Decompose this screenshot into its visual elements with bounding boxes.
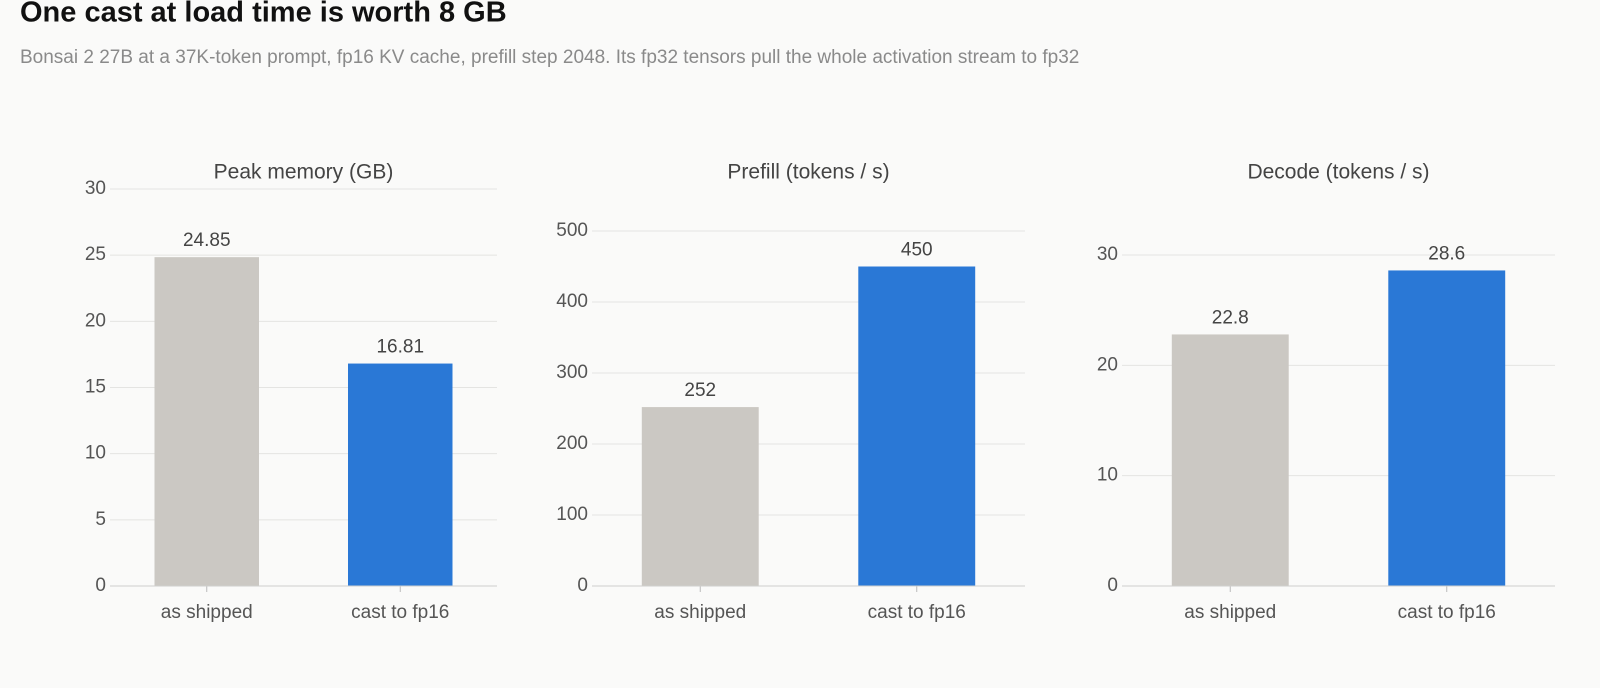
y-tick-label: 15 — [85, 377, 106, 398]
x-tick-label: as shipped — [1184, 602, 1276, 623]
bar — [1171, 334, 1289, 586]
y-tick-label: 20 — [85, 310, 106, 331]
y-tick-label: 0 — [1107, 575, 1118, 596]
y-tick-label: 5 — [95, 509, 106, 530]
bar — [348, 363, 453, 586]
y-tick-label: 400 — [556, 291, 588, 312]
value-label: 24.85 — [183, 230, 231, 251]
chart-title: Prefill (tokens / s) — [727, 161, 889, 184]
y-tick-label: 10 — [85, 443, 106, 464]
value-label: 22.8 — [1212, 307, 1249, 328]
value-label: 252 — [684, 380, 716, 401]
y-tick-label: 500 — [556, 220, 588, 241]
bar — [858, 266, 976, 586]
bar — [1388, 270, 1506, 586]
x-tick-label: cast to fp16 — [1398, 602, 1496, 623]
bar — [641, 407, 759, 586]
chart-title: Decode (tokens / s) — [1247, 161, 1429, 184]
x-tick-label: as shipped — [161, 602, 253, 623]
y-tick-label: 30 — [1097, 244, 1118, 265]
y-tick-label: 200 — [556, 433, 588, 454]
value-label: 450 — [901, 240, 933, 261]
y-tick-label: 0 — [577, 575, 588, 596]
x-tick-label: cast to fp16 — [351, 602, 449, 623]
y-tick-label: 10 — [1097, 465, 1118, 486]
y-tick-label: 100 — [556, 504, 588, 525]
value-label: 28.6 — [1428, 243, 1465, 264]
y-tick-label: 30 — [85, 178, 106, 199]
chart-title: Peak memory (GB) — [214, 161, 394, 184]
value-label: 16.81 — [376, 337, 424, 358]
y-tick-label: 0 — [95, 575, 106, 596]
y-tick-label: 300 — [556, 362, 588, 383]
x-tick-label: as shipped — [654, 602, 746, 623]
y-tick-label: 20 — [1097, 354, 1118, 375]
page-subtitle: Bonsai 2 27B at a 37K-token prompt, fp16… — [20, 47, 1079, 68]
y-tick-label: 25 — [85, 244, 106, 265]
bar — [154, 257, 259, 586]
page-title: One cast at load time is worth 8 GB — [20, 0, 507, 29]
x-tick-label: cast to fp16 — [868, 602, 966, 623]
